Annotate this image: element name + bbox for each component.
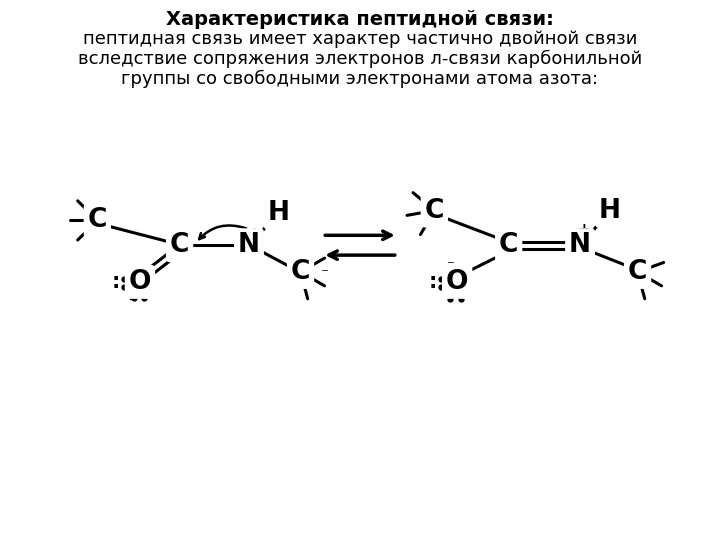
- Text: вследствие сопряжения электронов л-связи карбонильной: вследствие сопряжения электронов л-связи…: [78, 50, 642, 68]
- Text: O: O: [446, 269, 469, 295]
- Text: +: +: [577, 222, 590, 237]
- Text: Характеристика пептидной связи:: Характеристика пептидной связи:: [166, 10, 554, 29]
- Text: ⁻: ⁻: [447, 259, 455, 274]
- Text: N: N: [569, 232, 591, 258]
- Text: группы со свободными электронами атома азота:: группы со свободными электронами атома а…: [122, 70, 598, 88]
- Text: H: H: [599, 198, 621, 224]
- Text: C: C: [88, 207, 107, 233]
- Text: C: C: [291, 259, 310, 285]
- Text: H: H: [268, 199, 289, 226]
- Text: :: :: [112, 272, 120, 292]
- Text: ⁻: ⁻: [321, 266, 329, 281]
- Text: O: O: [129, 269, 151, 295]
- Text: C: C: [170, 232, 189, 258]
- Text: C: C: [628, 259, 647, 285]
- Text: N: N: [238, 232, 260, 258]
- Text: :: :: [429, 272, 437, 292]
- Text: C: C: [499, 232, 518, 258]
- Text: пептидная связь имеет характер частично двойной связи: пептидная связь имеет характер частично …: [83, 30, 637, 48]
- Text: C: C: [425, 198, 444, 224]
